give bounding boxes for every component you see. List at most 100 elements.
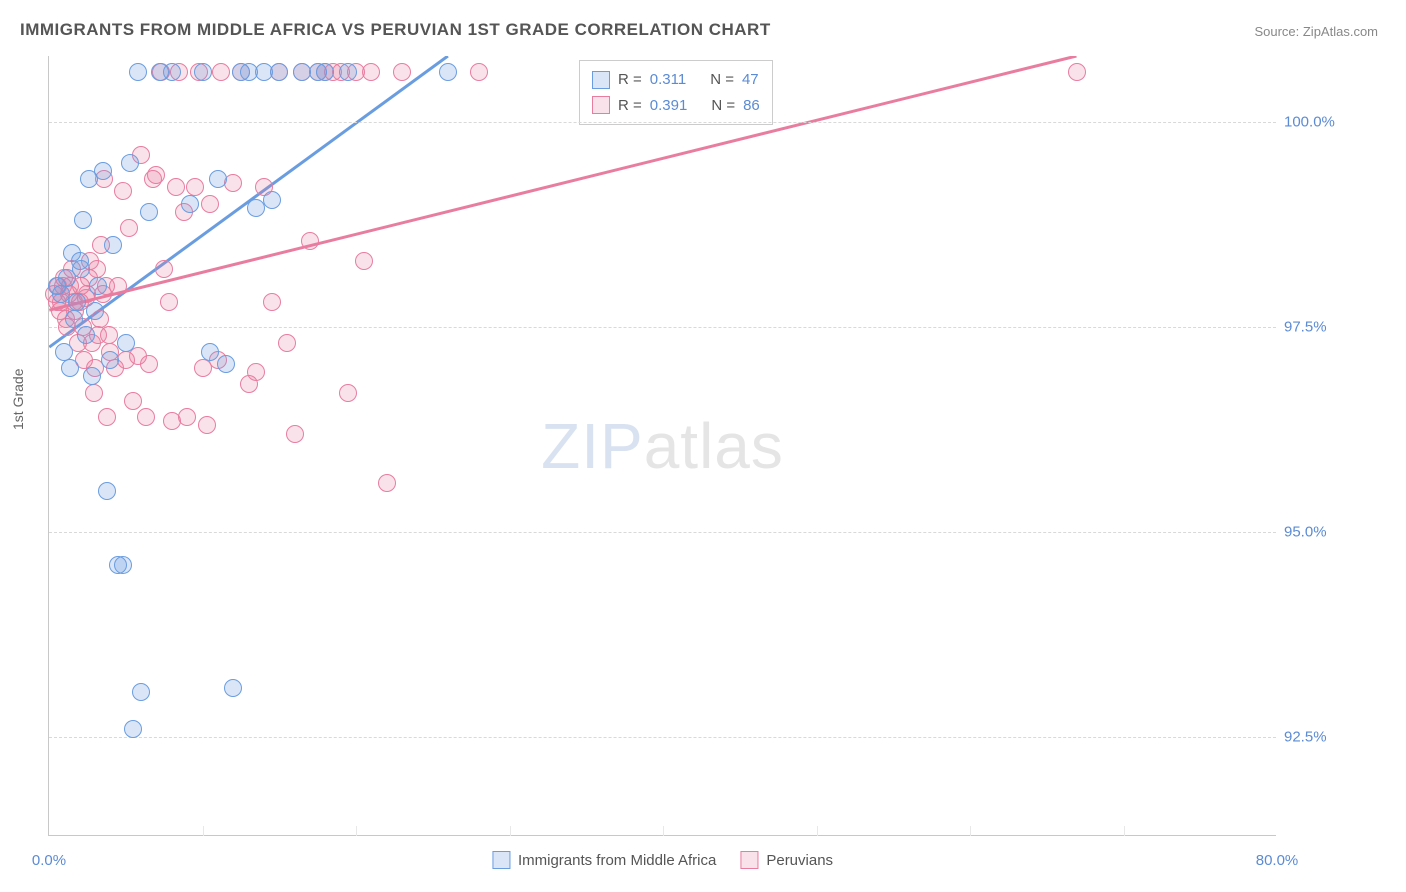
legend-n-prefix: N = — [711, 93, 735, 119]
data-point — [212, 63, 230, 81]
chart-title: IMMIGRANTS FROM MIDDLE AFRICA VS PERUVIA… — [20, 20, 771, 40]
legend-swatch — [492, 851, 510, 869]
data-point — [167, 178, 185, 196]
data-point — [1068, 63, 1086, 81]
plot-area: ZIPatlas R =0.311N =47R =0.391N =86 Immi… — [48, 56, 1276, 836]
data-point — [114, 182, 132, 200]
data-point — [55, 343, 73, 361]
data-point — [114, 556, 132, 574]
stats-legend: R = 0.311 N = 47 R = 0.391 N = 86 — [579, 60, 773, 125]
y-tick-label: 97.5% — [1284, 318, 1364, 335]
data-point — [160, 293, 178, 311]
bottom-legend-item: Peruvians — [740, 851, 833, 869]
data-point — [186, 178, 204, 196]
data-point — [63, 244, 81, 262]
x-tick — [356, 826, 357, 836]
data-point — [147, 166, 165, 184]
data-point — [124, 392, 142, 410]
data-point — [140, 355, 158, 373]
legend-r-value: 0.391 — [650, 93, 688, 119]
data-point — [181, 195, 199, 213]
data-point — [88, 260, 106, 278]
data-point — [155, 260, 173, 278]
data-point — [224, 174, 242, 192]
data-point — [301, 232, 319, 250]
source-label: Source: ZipAtlas.com — [1254, 24, 1378, 39]
data-point — [201, 343, 219, 361]
data-point — [101, 351, 119, 369]
data-point — [339, 384, 357, 402]
data-point — [194, 63, 212, 81]
data-point — [362, 63, 380, 81]
data-point — [263, 191, 281, 209]
data-point — [120, 219, 138, 237]
y-axis-label: 1st Grade — [10, 369, 26, 430]
data-point — [121, 154, 139, 172]
gridline-h — [49, 327, 1276, 328]
x-tick — [970, 826, 971, 836]
data-point — [247, 363, 265, 381]
x-tick-label: 0.0% — [32, 852, 66, 869]
data-point — [137, 408, 155, 426]
data-point — [98, 408, 116, 426]
gridline-h — [49, 737, 1276, 738]
trend-line — [49, 56, 1076, 310]
legend-r-value: 0.311 — [650, 67, 686, 93]
legend-swatch — [592, 71, 610, 89]
data-point — [224, 679, 242, 697]
data-point — [129, 63, 147, 81]
data-point — [201, 195, 219, 213]
x-tick-label: 80.0% — [1256, 852, 1299, 869]
legend-r-prefix: R = — [618, 67, 642, 93]
data-point — [217, 355, 235, 373]
legend-row: R = 0.311 N = 47 — [592, 67, 760, 93]
data-point — [270, 63, 288, 81]
legend-n-value: 86 — [743, 93, 760, 119]
data-point — [74, 211, 92, 229]
watermark-part1: ZIP — [541, 410, 644, 482]
data-point — [61, 359, 79, 377]
legend-r-prefix: R = — [618, 93, 642, 119]
data-point — [339, 63, 357, 81]
data-point — [209, 170, 227, 188]
data-point — [355, 252, 373, 270]
data-point — [178, 408, 196, 426]
y-tick-label: 92.5% — [1284, 729, 1364, 746]
data-point — [68, 293, 86, 311]
data-point — [94, 162, 112, 180]
data-point — [65, 310, 83, 328]
x-tick — [203, 826, 204, 836]
legend-n-value: 47 — [742, 67, 759, 93]
data-point — [83, 367, 101, 385]
data-point — [104, 236, 122, 254]
watermark: ZIPatlas — [541, 409, 784, 483]
data-point — [132, 683, 150, 701]
data-point — [378, 474, 396, 492]
x-tick — [1124, 826, 1125, 836]
y-tick-label: 100.0% — [1284, 113, 1364, 130]
bottom-legend-label: Peruvians — [766, 852, 833, 869]
data-point — [85, 384, 103, 402]
bottom-legend-label: Immigrants from Middle Africa — [518, 852, 716, 869]
watermark-part2: atlas — [644, 410, 784, 482]
bottom-legend-item: Immigrants from Middle Africa — [492, 851, 716, 869]
data-point — [286, 425, 304, 443]
data-point — [98, 482, 116, 500]
x-tick — [510, 826, 511, 836]
x-tick — [817, 826, 818, 836]
data-point — [100, 326, 118, 344]
data-point — [163, 63, 181, 81]
data-point — [470, 63, 488, 81]
legend-swatch — [740, 851, 758, 869]
data-point — [124, 720, 142, 738]
data-point — [263, 293, 281, 311]
data-point — [72, 260, 90, 278]
gridline-h — [49, 122, 1276, 123]
legend-n-prefix: N = — [710, 67, 734, 93]
data-point — [117, 334, 135, 352]
bottom-legend: Immigrants from Middle Africa Peruvians — [492, 851, 833, 869]
data-point — [316, 63, 334, 81]
data-point — [439, 63, 457, 81]
data-point — [77, 326, 95, 344]
legend-swatch — [592, 96, 610, 114]
